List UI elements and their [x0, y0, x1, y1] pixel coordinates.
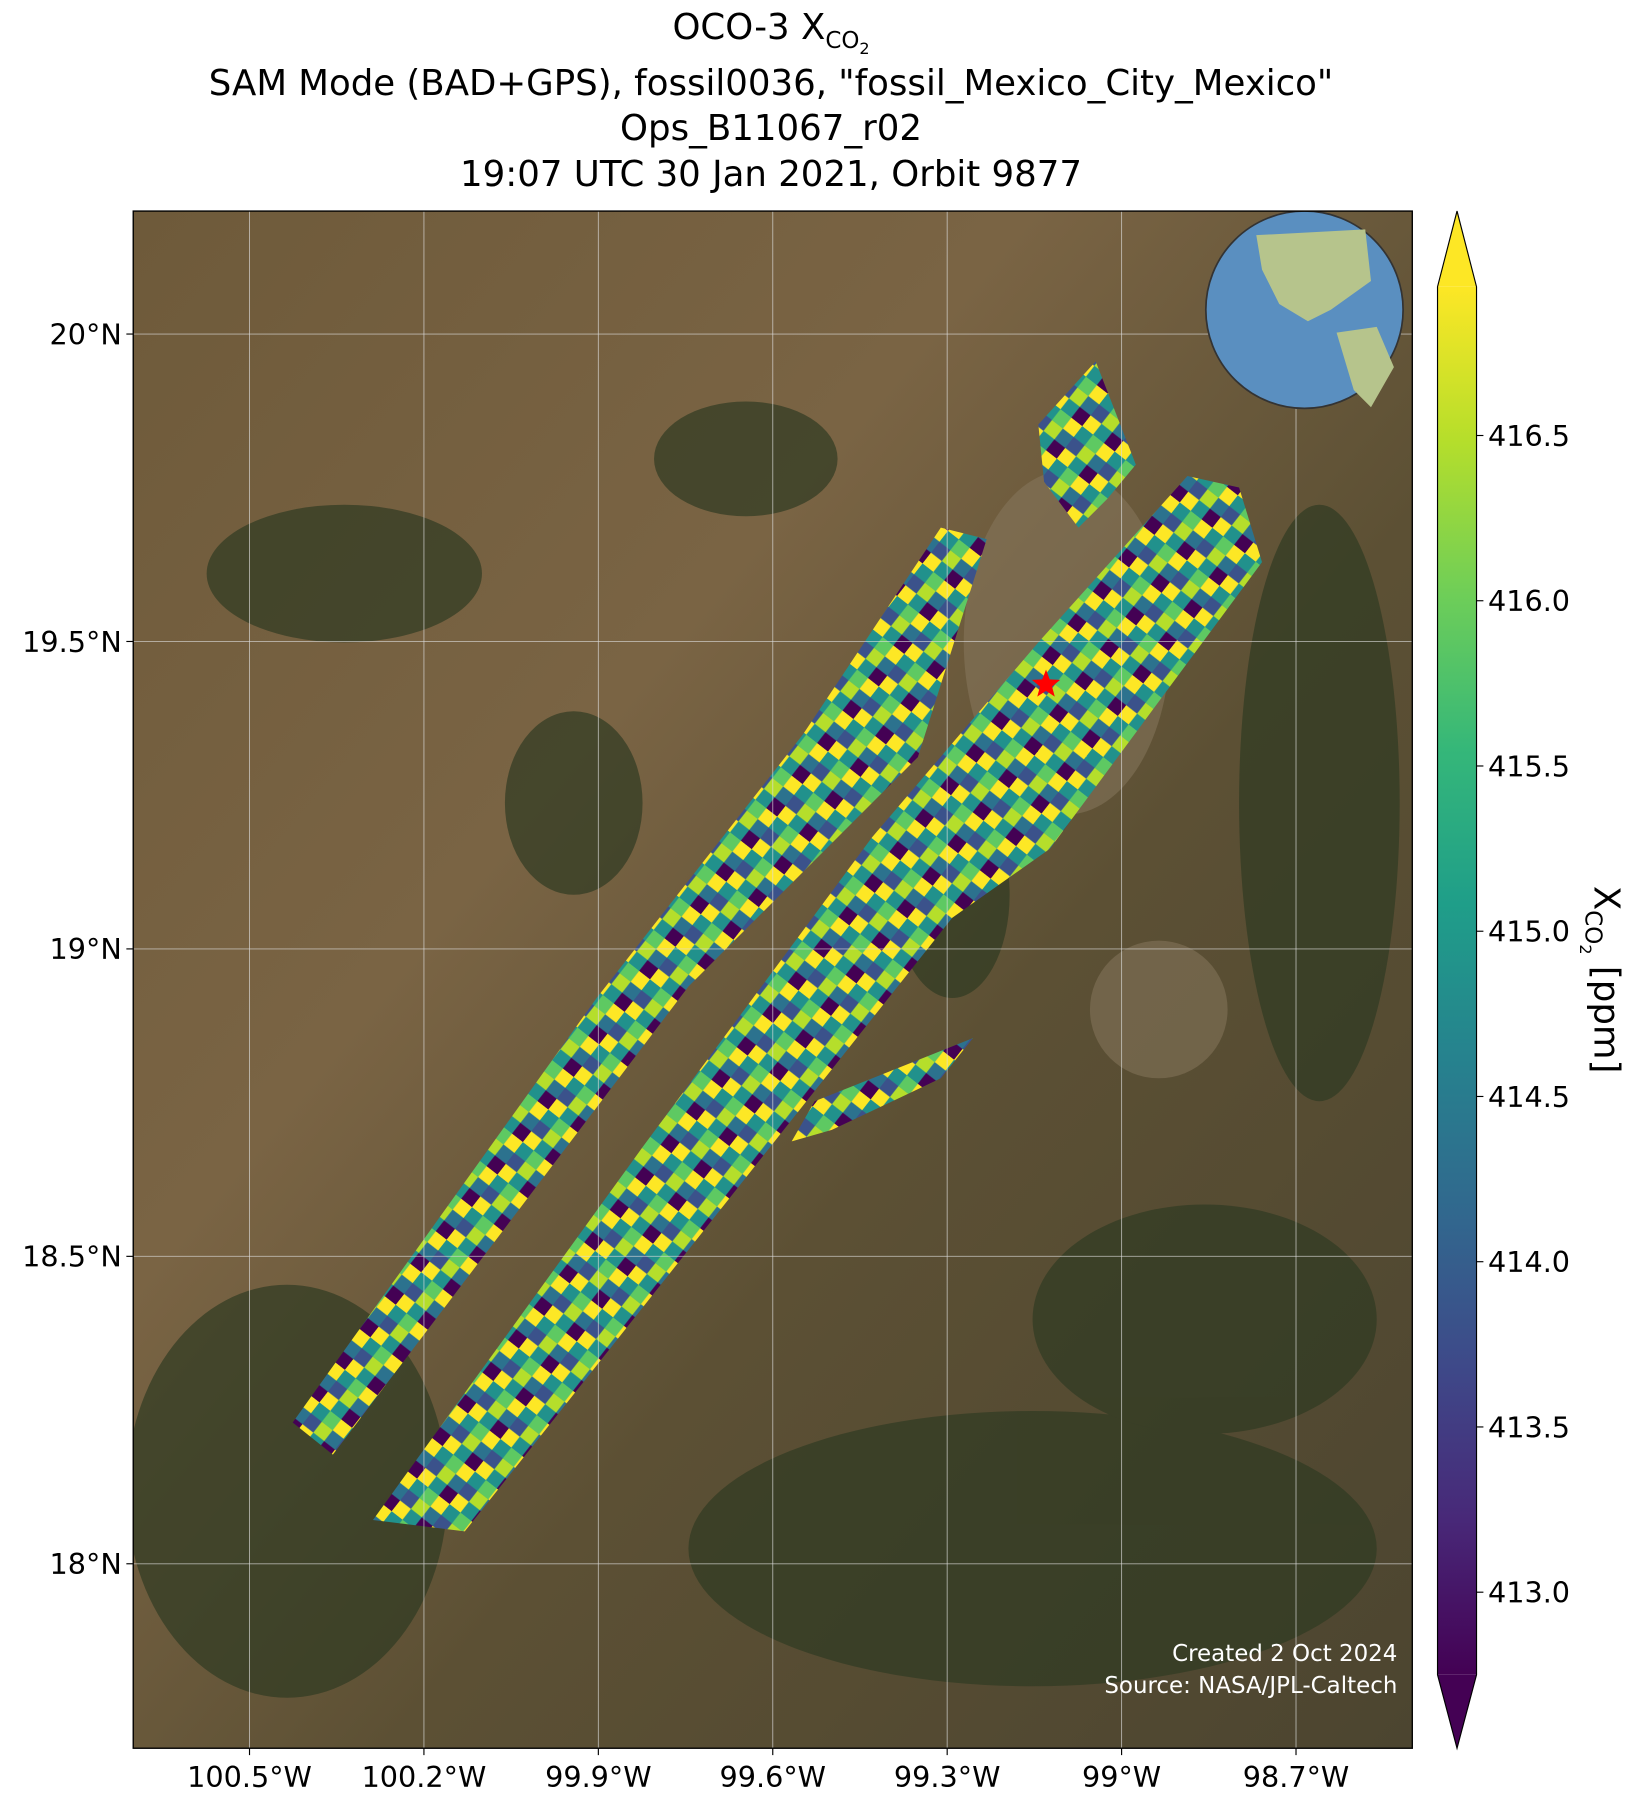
- colorbar-tick-label: 414.5: [1488, 1080, 1570, 1114]
- colorbar-extend: [1437, 211, 1477, 287]
- y-tick-label: 19°N: [50, 932, 122, 966]
- x-tick-label: 100.2°W: [362, 1760, 487, 1794]
- colorbar-frame: [1436, 210, 1478, 1751]
- colorbar-tick-label: 413.5: [1488, 1410, 1570, 1444]
- swaths: [292, 361, 1263, 1532]
- x-tick-label: 99.3°W: [894, 1760, 1000, 1794]
- swath: [292, 527, 987, 1455]
- grid: [133, 211, 1413, 1749]
- x-tick-label: 99.9°W: [545, 1760, 651, 1794]
- colorbar-tick-label: 416.0: [1488, 584, 1570, 618]
- y-tick-label: 20°N: [50, 317, 122, 351]
- colorbar-label: XCO2 [ppm]: [1576, 886, 1627, 1073]
- title-line: Ops_B11067_r02: [620, 108, 922, 149]
- title: OCO-3 XCO2 SAM Mode (BAD+GPS), fossil003…: [209, 7, 1334, 195]
- x-tick-label: 98.7°W: [1243, 1760, 1349, 1794]
- map-area: Created 2 Oct 2024 Source: NASA/JPL-Calt…: [133, 211, 1413, 1749]
- title-line: 19:07 UTC 30 Jan 2021, Orbit 9877: [460, 154, 1082, 195]
- y-tick-label: 18°N: [50, 1547, 122, 1581]
- credit: Source: NASA/JPL-Caltech: [1104, 1673, 1397, 1699]
- colorbar-tick-label: 415.5: [1488, 749, 1570, 783]
- y-tick-label: 19.5°N: [22, 625, 122, 659]
- swath: [791, 1038, 973, 1142]
- colorbar-tick-label: 414.0: [1488, 1245, 1570, 1279]
- swath: [1038, 361, 1136, 528]
- globe-land: [1256, 229, 1394, 408]
- title-line: SAM Mode (BAD+GPS), fossil0036, "fossil_…: [209, 63, 1334, 104]
- x-tick-label: 100.5°W: [187, 1760, 312, 1794]
- swath: [372, 476, 1263, 1532]
- colorbar-tick-label: 416.5: [1488, 419, 1570, 453]
- x-tick-label: 99°W: [1082, 1760, 1161, 1794]
- title-line: OCO-3 XCO2: [672, 7, 869, 58]
- y-tick-label: 18.5°N: [22, 1240, 122, 1274]
- colorbar-tick-label: 415.0: [1488, 915, 1570, 949]
- colorbar: [1437, 286, 1477, 1675]
- x-tick-label: 99.6°W: [720, 1760, 826, 1794]
- credit: Created 2 Oct 2024: [1172, 1641, 1397, 1667]
- colorbar-extend: [1437, 1674, 1477, 1749]
- site-marker: [1031, 669, 1061, 697]
- colorbar-tick-label: 413.0: [1488, 1576, 1570, 1610]
